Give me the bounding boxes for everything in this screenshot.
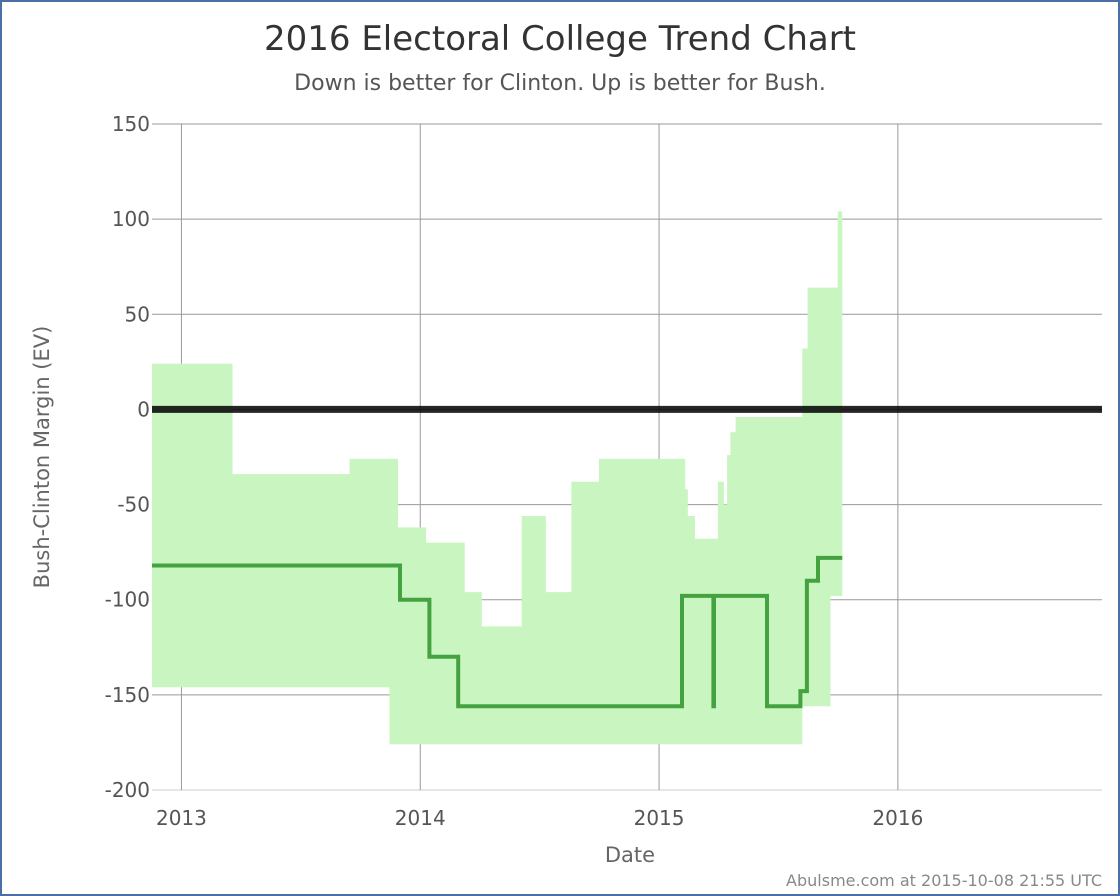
range-band [152, 211, 843, 745]
x-tick-label: 2016 [872, 806, 923, 830]
range-band-layer [152, 211, 843, 745]
credit-line: Abulsme.com at 2015-10-08 21:55 UTC [786, 871, 1102, 890]
y-tick-label: -50 [117, 493, 150, 517]
x-tick-label: 2015 [634, 806, 685, 830]
x-tick-label: 2013 [156, 806, 207, 830]
y-tick-label: 150 [112, 112, 150, 136]
y-tick-label: -150 [105, 683, 150, 707]
y-axis-label: Bush-Clinton Margin (EV) [30, 326, 54, 589]
chart-subtitle: Down is better for Clinton. Up is better… [294, 71, 826, 96]
x-axis-label: Date [605, 843, 655, 867]
x-tick-label: 2014 [395, 806, 446, 830]
y-tick-label: -100 [105, 588, 150, 612]
chart-title: 2016 Electoral College Trend Chart [264, 19, 856, 59]
y-tick-label: 50 [125, 302, 150, 326]
y-tick-label: -200 [105, 778, 150, 802]
y-tick-label: 100 [112, 207, 150, 231]
expected-margin-layer [152, 555, 843, 709]
y-tick-label: 0 [137, 397, 150, 421]
expected-margin-line [152, 555, 843, 709]
